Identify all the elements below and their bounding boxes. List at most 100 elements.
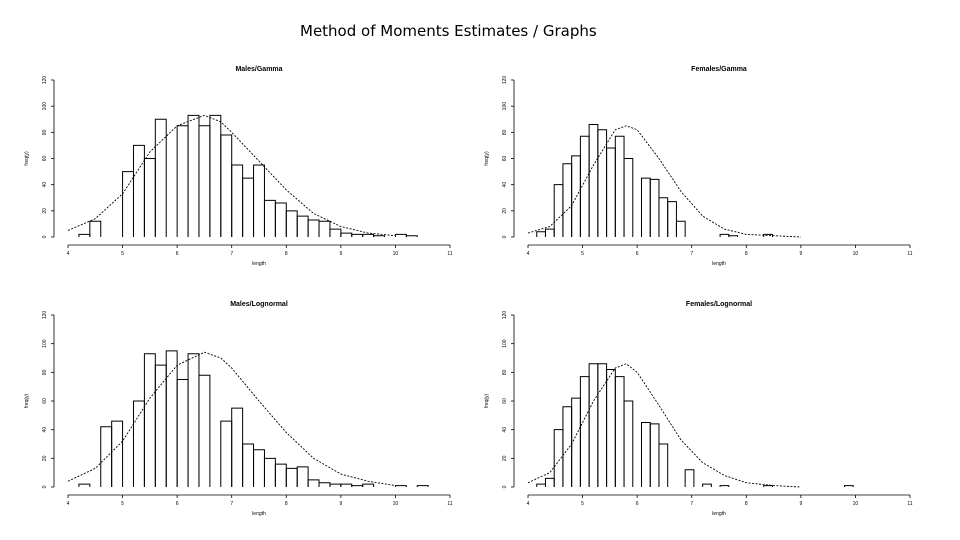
y-tick-label: 0 bbox=[42, 235, 48, 238]
slide-title: Method of Moments Estimates / Graphs bbox=[300, 22, 597, 40]
histogram-bar bbox=[553, 184, 564, 237]
y-tick-label: 120 bbox=[502, 76, 508, 85]
histogram-bar bbox=[198, 125, 211, 237]
histogram-bar bbox=[416, 485, 429, 487]
y-tick-label: 80 bbox=[42, 369, 48, 375]
histogram-bar bbox=[242, 177, 255, 237]
histogram-bar bbox=[606, 368, 616, 487]
histogram-bar bbox=[579, 376, 590, 487]
y-tick-label: 120 bbox=[42, 311, 48, 320]
y-tick-label: 0 bbox=[42, 485, 48, 488]
histogram-bar bbox=[329, 483, 342, 487]
x-tick-label: 8 bbox=[745, 251, 748, 257]
x-tick-label: 5 bbox=[121, 501, 124, 507]
x-tick-label: 4 bbox=[67, 501, 70, 507]
chart-males-gamma: Males/Gamma 0 20 40 60 80 100 120 freq(y) 4 5 6 7 8 9 1… bbox=[24, 66, 453, 267]
x-tick-label: 5 bbox=[121, 251, 124, 257]
x-tick-label: 9 bbox=[799, 501, 802, 507]
histogram-bar bbox=[176, 125, 189, 237]
histogram-bar bbox=[263, 199, 276, 237]
histogram-bar bbox=[340, 483, 353, 487]
histogram-bar bbox=[296, 466, 309, 487]
y-tick-label: 40 bbox=[502, 427, 508, 433]
histogram-bar bbox=[702, 483, 712, 487]
x-tick-label: 4 bbox=[67, 251, 70, 257]
histogram-bar bbox=[274, 202, 287, 237]
histogram-bar bbox=[544, 477, 555, 487]
y-tick-label: 120 bbox=[502, 311, 508, 320]
histogram-bar bbox=[588, 123, 599, 237]
fitted-density-curve bbox=[527, 125, 801, 238]
histogram-bar bbox=[649, 178, 660, 237]
y-tick-label: 100 bbox=[502, 102, 508, 111]
x-tick-label: 10 bbox=[393, 251, 399, 257]
x-tick-label: 9 bbox=[339, 251, 342, 257]
y-tick-label: 0 bbox=[502, 235, 508, 238]
y-tick-label: 80 bbox=[502, 369, 508, 375]
histogram-bar bbox=[253, 449, 265, 487]
histogram-bar bbox=[362, 483, 375, 487]
histogram-bar bbox=[198, 374, 211, 487]
fitted-density-curve bbox=[67, 351, 396, 487]
y-tick-label: 40 bbox=[42, 427, 48, 433]
y-tick-label: 80 bbox=[502, 129, 508, 135]
histogram-bar bbox=[405, 235, 418, 237]
histogram-bar bbox=[154, 364, 167, 487]
histogram-bar bbox=[614, 135, 625, 237]
histogram-bar bbox=[318, 482, 331, 487]
histogram-bar bbox=[296, 215, 309, 237]
chart-title: Females/Gamma bbox=[691, 66, 747, 73]
y-tick-label: 100 bbox=[502, 339, 508, 348]
histogram-bar bbox=[623, 158, 634, 237]
histogram-bar bbox=[544, 228, 555, 237]
histogram-bar bbox=[844, 485, 854, 487]
histogram-bar bbox=[719, 485, 730, 487]
y-tick-label: 80 bbox=[42, 129, 48, 135]
x-axis-label: length bbox=[252, 261, 266, 267]
histogram-bar bbox=[143, 158, 156, 237]
x-tick-label: 7 bbox=[230, 501, 233, 507]
y-axis-label: freq(y) bbox=[484, 393, 490, 408]
histogram-bar bbox=[641, 177, 651, 237]
chart-title: Females/Lognormal bbox=[686, 301, 752, 308]
histogram-bar bbox=[641, 422, 651, 487]
histogram-bar bbox=[220, 134, 233, 237]
y-axis-label: freq(y) bbox=[24, 393, 30, 408]
x-tick-label: 11 bbox=[907, 501, 912, 507]
histogram-bar bbox=[231, 407, 244, 487]
x-axis-label: length bbox=[712, 511, 726, 517]
histogram-bar bbox=[623, 400, 634, 487]
y-axis-label: freq(y) bbox=[484, 151, 490, 166]
panel-males-lognormal: Males/Lognormal 0 20 40 60 80 100 120 freq(y) 4 5 6… bbox=[18, 295, 458, 525]
x-tick-label: 9 bbox=[799, 251, 802, 257]
histogram-bar bbox=[536, 483, 546, 487]
y-tick-label: 20 bbox=[502, 208, 508, 214]
y-tick-label: 100 bbox=[42, 102, 48, 111]
panel-females-lognormal: Females/Lognormal 0 20 40 60 80 100 120 freq(y) 4… bbox=[478, 295, 918, 525]
y-tick-label: 60 bbox=[42, 156, 48, 162]
x-tick-label: 10 bbox=[853, 501, 859, 507]
histogram-bar bbox=[307, 479, 320, 487]
histogram-bar bbox=[253, 164, 265, 237]
histogram-bar bbox=[562, 163, 573, 237]
x-tick-label: 7 bbox=[690, 501, 693, 507]
chart-females-gamma: Females/Gamma 0 20 40 60 80 100 120 freq(y) 4 5 6 7 8… bbox=[484, 66, 913, 267]
histogram-bar bbox=[209, 114, 222, 237]
histogram-bar bbox=[373, 235, 386, 237]
chart-females-lognormal: Females/Lognormal 0 20 40 60 80 100 120 freq(y) 4… bbox=[484, 301, 913, 517]
y-tick-label: 0 bbox=[502, 485, 508, 488]
x-tick-label: 9 bbox=[339, 501, 342, 507]
chart-title: Males/Gamma bbox=[235, 66, 282, 73]
histogram-bar bbox=[307, 219, 320, 237]
histogram-bar bbox=[263, 457, 276, 487]
chart-males-lognormal: Males/Lognormal 0 20 40 60 80 100 120 freq(y) 4 5 6… bbox=[24, 301, 453, 517]
histogram-bar bbox=[362, 233, 375, 237]
histogram-bar bbox=[571, 397, 581, 487]
histogram-bar bbox=[274, 463, 287, 487]
x-axis-label: length bbox=[252, 511, 266, 517]
y-tick-label: 60 bbox=[42, 398, 48, 404]
histogram-bar bbox=[763, 233, 773, 237]
histogram-bar bbox=[351, 485, 364, 487]
y-tick-label: 60 bbox=[502, 398, 508, 404]
y-tick-label: 100 bbox=[42, 339, 48, 348]
